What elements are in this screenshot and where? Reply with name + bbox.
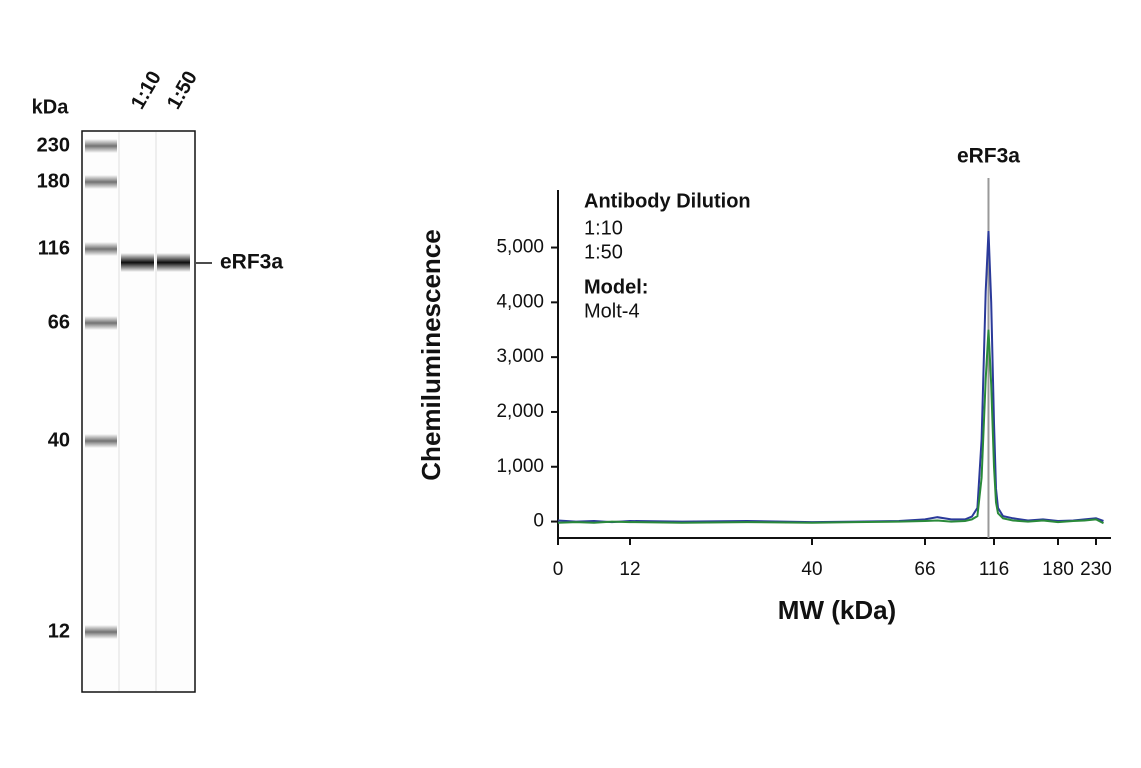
- x-tick-label: 180: [1042, 559, 1074, 580]
- y-tick-label: 5,000: [496, 237, 544, 258]
- model-label: Model:: [584, 276, 648, 298]
- series-line: [557, 329, 1104, 525]
- marker-label: 12: [48, 620, 70, 642]
- x-tick-label: 0: [553, 559, 564, 580]
- sample-band: [121, 253, 154, 272]
- lane-label: 1:10: [127, 67, 166, 113]
- marker-label: 230: [37, 134, 70, 156]
- y-axis-label: Chemiluminescence: [416, 229, 446, 480]
- x-tick-label: 66: [914, 559, 935, 580]
- lane-divider: [155, 132, 157, 691]
- series-line: [557, 231, 1104, 524]
- marker-label: 116: [38, 237, 70, 259]
- x-axis-label: MW (kDa): [778, 595, 896, 625]
- ladder-band: [85, 625, 117, 639]
- peak-label: eRF3a: [957, 145, 1020, 168]
- x-tick-label: 230: [1080, 559, 1112, 580]
- ladder-band: [85, 316, 117, 330]
- model: Molt-4: [584, 300, 640, 322]
- x-tick-label: 116: [979, 559, 1009, 580]
- marker-label: 180: [37, 170, 70, 192]
- blot-frame: [81, 130, 196, 693]
- ladder-band: [85, 242, 117, 256]
- y-tick-label: 0: [533, 511, 544, 532]
- legend-entry: 1:50: [584, 241, 623, 263]
- y-tick-label: 1,000: [496, 456, 544, 477]
- y-tick-label: 3,000: [496, 346, 544, 367]
- legend-title: Antibody Dilution: [584, 190, 751, 212]
- ladder-band: [85, 175, 117, 189]
- sample-band: [157, 253, 190, 272]
- unit-label: kDa: [32, 96, 70, 118]
- marker-label: 66: [48, 311, 70, 333]
- x-tick-label: 12: [619, 559, 640, 580]
- ladder-band: [85, 434, 117, 448]
- band-label: eRF3a: [220, 251, 283, 274]
- x-tick-label: 40: [801, 559, 822, 580]
- y-tick-label: 4,000: [496, 291, 544, 312]
- lane-divider: [118, 132, 120, 691]
- lane-label: 1:50: [163, 67, 202, 113]
- y-tick-label: 2,000: [496, 401, 544, 422]
- ladder-band: [85, 139, 117, 153]
- marker-label: 40: [48, 429, 70, 451]
- legend-entry: 1:10: [584, 217, 623, 239]
